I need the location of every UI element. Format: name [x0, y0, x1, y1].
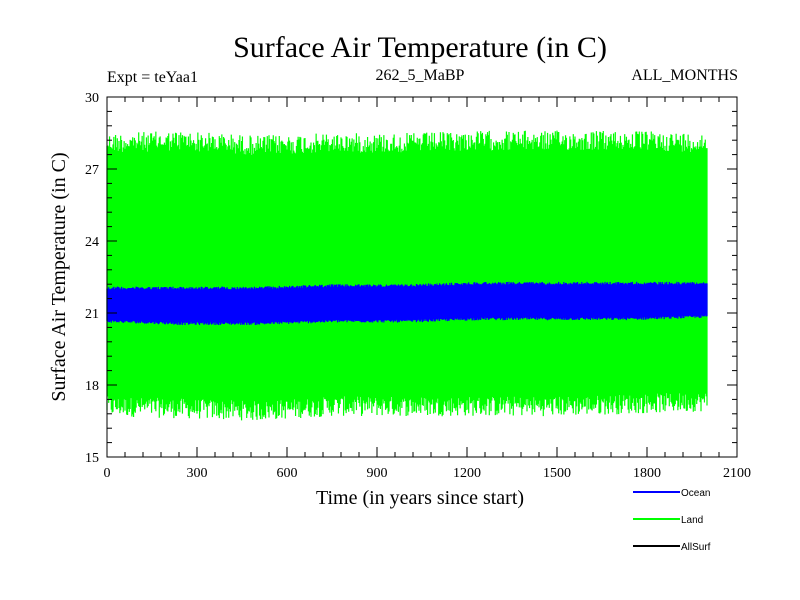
series-ocean-line [106, 281, 708, 326]
y-tick-label: 18 [85, 379, 99, 394]
legend-label-ocean: Ocean [681, 488, 710, 499]
legend-label-allsurf: AllSurf [681, 542, 711, 553]
x-tick-label: 1200 [453, 466, 481, 481]
tick-label-layer: 0 300 600 900 1200 1500 1800 2100 15 18 21 24 27 30 [85, 91, 751, 481]
y-axis-label: Surface Air Temperature (in C) [48, 152, 70, 401]
x-axis-label: Time (in years since start) [316, 487, 524, 509]
x-tick-label: 1800 [633, 466, 661, 481]
x-tick-label: 1500 [543, 466, 571, 481]
plot-frame [106, 96, 738, 458]
x-tick-label: 2100 [723, 466, 751, 481]
y-tick-label: 15 [85, 451, 99, 466]
x-tick-label: 600 [277, 466, 298, 481]
months-label: ALL_MONTHS [631, 67, 738, 84]
x-tick-label: 300 [187, 466, 208, 481]
y-tick-label: 27 [85, 163, 99, 178]
legend: Ocean Land AllSurf [633, 488, 711, 553]
y-tick-label: 21 [85, 307, 99, 322]
tick-layer [106, 96, 738, 458]
series-layer [106, 130, 708, 421]
period-label: 262_5_MaBP [376, 67, 465, 84]
series-land-line [106, 130, 708, 421]
x-tick-label: 0 [104, 466, 111, 481]
legend-label-land: Land [681, 515, 703, 526]
x-tick-label: 900 [367, 466, 388, 481]
y-tick-label: 24 [85, 235, 99, 250]
experiment-label: Expt = teYaa1 [107, 69, 198, 86]
chart-title: Surface Air Temperature (in C) [233, 31, 607, 64]
y-tick-label: 30 [85, 91, 99, 106]
